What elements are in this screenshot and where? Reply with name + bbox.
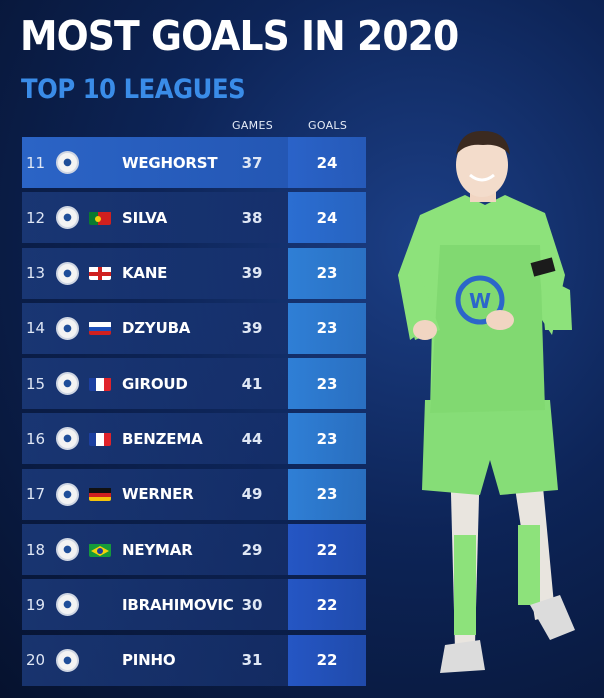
scorers-table: 24 11 ● WEGHORST 37 24 12 ● SILVA 38 23 13 ● KANE 39 23… — [22, 137, 366, 690]
player-name: IBRAHIMOVIC — [122, 595, 234, 614]
games-value: 30 — [241, 595, 263, 614]
france-flag-icon — [89, 432, 111, 446]
goals-value: 24 — [316, 208, 338, 227]
rank-number: 11 — [26, 153, 46, 172]
goals-value: 23 — [316, 374, 338, 393]
goals-cell: 22 — [288, 634, 366, 686]
rank-number: 13 — [26, 264, 46, 283]
maritimo-crest-icon: ● — [56, 648, 79, 672]
rank-number: 14 — [26, 319, 46, 338]
eintracht-frankfurt-crest-icon: ● — [56, 206, 79, 230]
player-name: BENZEMA — [122, 429, 203, 448]
goals-value: 22 — [316, 651, 338, 670]
goals-value: 23 — [316, 485, 338, 504]
goals-cell: 22 — [288, 579, 366, 631]
table-row: 23 13 ● KANE 39 — [22, 247, 366, 299]
player-illustration: W — [398, 130, 575, 673]
goals-value: 23 — [316, 319, 338, 338]
russia-flag-icon — [89, 321, 111, 336]
table-row: 22 20 ● PINHO 31 — [22, 634, 366, 686]
svg-text:W: W — [469, 289, 491, 313]
rank-number: 19 — [26, 595, 46, 614]
table-row: 23 16 ● BENZEMA 44 — [22, 413, 366, 465]
table-row: 24 12 ● SILVA 38 — [22, 192, 366, 244]
tottenham-crest-icon: ● — [56, 261, 79, 285]
goals-value: 22 — [316, 595, 338, 614]
goals-value: 23 — [316, 264, 338, 283]
france-flag-icon — [89, 377, 111, 391]
table-row: 23 14 ● DZYUBA 39 — [22, 302, 366, 354]
player-name: NEYMAR — [122, 540, 193, 559]
player-name: SILVA — [122, 208, 168, 227]
zenit-crest-icon: ● — [56, 316, 79, 340]
games-value: 41 — [241, 374, 263, 393]
table-row: 23 15 ● GIROUD 41 — [22, 358, 366, 410]
goals-value: 24 — [316, 153, 338, 172]
goals-cell: 24 — [288, 192, 366, 244]
rank-number: 15 — [26, 374, 46, 393]
rank-number: 12 — [26, 208, 46, 227]
rank-number: 20 — [26, 651, 46, 670]
goals-column-header: GOALS — [308, 119, 348, 132]
player-name: GIROUD — [122, 374, 188, 393]
player-name: PINHO — [122, 651, 176, 670]
player-name: WEGHORST — [122, 153, 218, 172]
page-title: MOST GOALS IN 2020 — [20, 12, 459, 60]
player-name: KANE — [122, 264, 168, 283]
goals-cell: 22 — [288, 524, 366, 576]
england-flag-icon — [89, 266, 111, 281]
games-value: 38 — [241, 208, 263, 227]
player-name: DZYUBA — [122, 319, 191, 338]
table-row: 24 11 ● WEGHORST 37 — [22, 137, 366, 188]
rank-number: 17 — [26, 485, 46, 504]
player-name: WERNER — [122, 485, 194, 504]
goals-cell: 23 — [288, 302, 366, 354]
rank-number: 18 — [26, 540, 46, 559]
games-value: 29 — [241, 540, 263, 559]
games-value: 39 — [241, 264, 263, 283]
wolfsburg-crest-icon: ● — [56, 151, 79, 174]
brazil-flag-icon — [89, 543, 111, 557]
leipzig-chelsea-crest-icon: ● — [56, 482, 79, 506]
games-value: 37 — [241, 153, 263, 172]
goals-cell: 24 — [288, 137, 366, 188]
table-row: 22 19 ● IBRAHIMOVIC 30 — [22, 579, 366, 631]
psg-crest-icon: ● — [56, 538, 79, 562]
goals-cell: 23 — [288, 413, 366, 465]
goals-value: 22 — [316, 540, 338, 559]
chelsea-crest-icon: ● — [56, 372, 79, 396]
germany-flag-icon — [89, 487, 111, 502]
games-value: 44 — [241, 429, 263, 448]
games-value: 31 — [241, 651, 263, 670]
real-madrid-crest-icon: ● — [56, 427, 79, 451]
goals-value: 23 — [316, 429, 338, 448]
games-column-header: GAMES — [232, 119, 273, 132]
goals-cell: 23 — [288, 358, 366, 410]
goals-cell: 23 — [288, 247, 366, 299]
games-value: 39 — [241, 319, 263, 338]
portugal-flag-icon — [89, 211, 111, 225]
table-row: 22 18 ● NEYMAR 29 — [22, 524, 366, 576]
page-subtitle: TOP 10 LEAGUES — [21, 74, 246, 105]
games-value: 49 — [241, 485, 263, 504]
table-row: 23 17 ● WERNER 49 — [22, 468, 366, 520]
ac-milan-crest-icon: ● — [56, 593, 79, 617]
rank-number: 16 — [26, 429, 46, 448]
goals-cell: 23 — [288, 468, 366, 520]
